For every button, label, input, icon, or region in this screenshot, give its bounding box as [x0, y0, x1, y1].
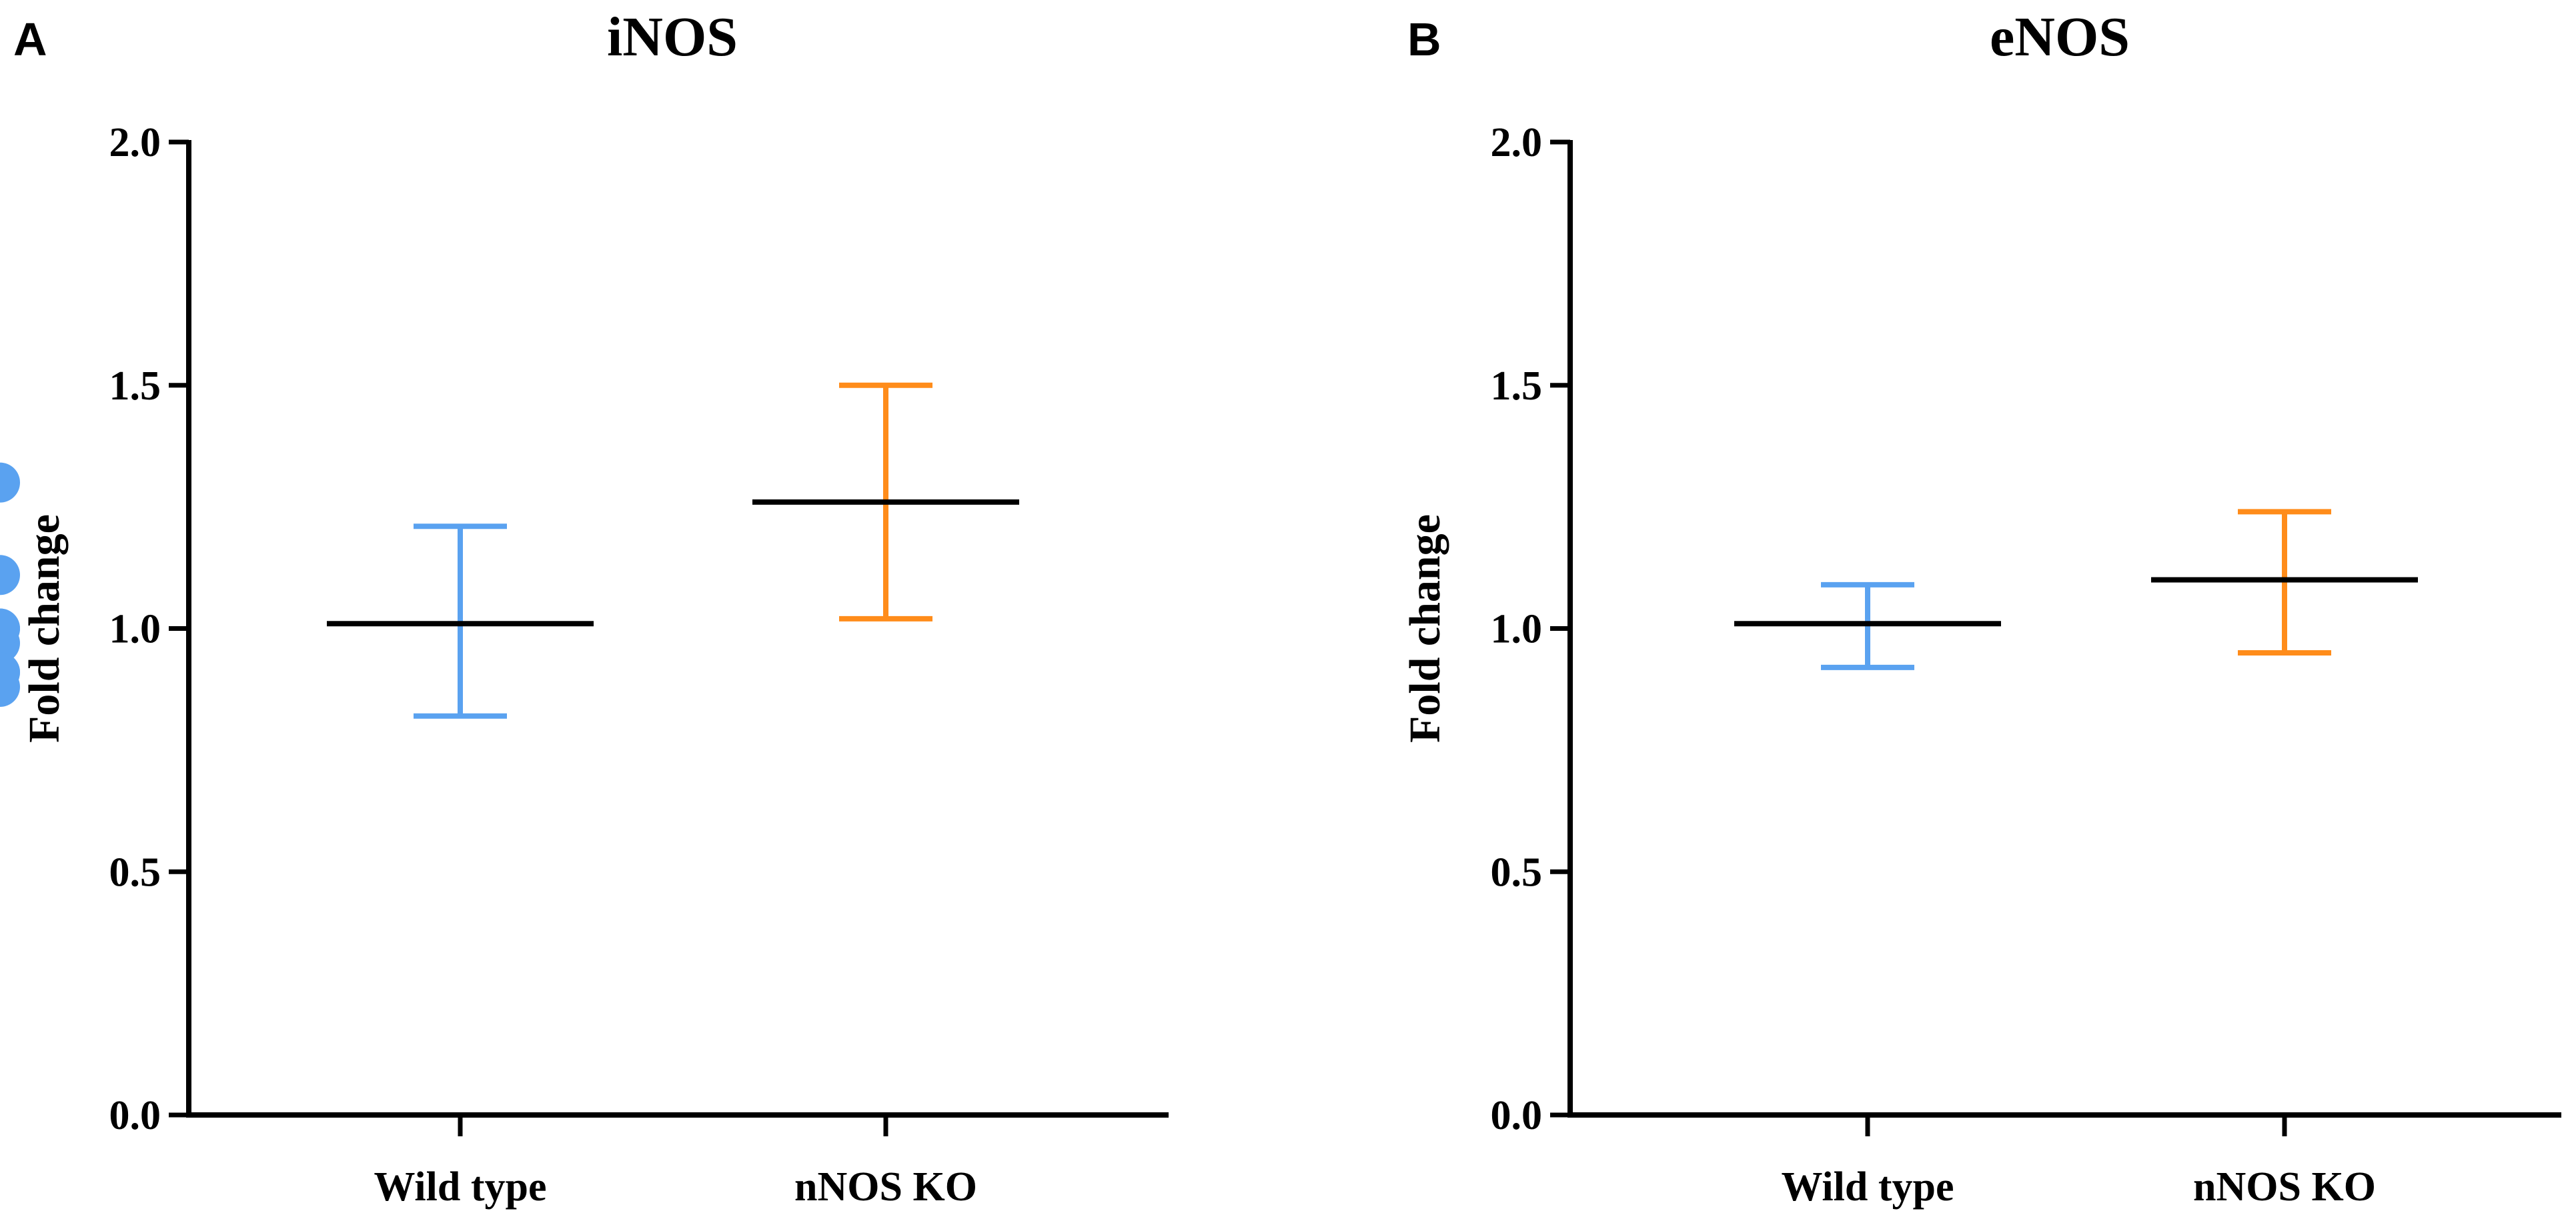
y-axis-title: Fold change — [20, 514, 69, 743]
y-tick-label: 0.0 — [109, 1093, 161, 1138]
y-tick-label: 1.5 — [1491, 363, 1543, 409]
y-tick-label: 0.5 — [109, 850, 161, 895]
x-category-label: Wild type — [374, 1164, 547, 1210]
data-point-circle — [0, 652, 20, 693]
x-category-label: nNOS KO — [2193, 1164, 2376, 1210]
y-tick-label: 1.0 — [109, 607, 161, 652]
panel-letter: B — [1407, 13, 1441, 65]
y-tick-label: 1.0 — [1491, 607, 1543, 652]
y-tick-label: 1.5 — [109, 363, 161, 409]
data-point-circle — [0, 608, 20, 649]
data-point-circle — [0, 462, 20, 503]
chart-title: iNOS — [607, 6, 738, 68]
chart-title: eNOS — [1990, 6, 2130, 68]
x-category-label: Wild type — [1782, 1164, 1954, 1210]
y-tick-label: 2.0 — [109, 120, 161, 165]
y-tick-label: 0.0 — [1491, 1093, 1543, 1138]
y-tick-label: 0.5 — [1491, 850, 1543, 895]
y-axis-title: Fold change — [1401, 514, 1449, 743]
x-category-label: nNOS KO — [794, 1164, 977, 1210]
y-tick-label: 2.0 — [1491, 120, 1543, 165]
panel-letter: A — [13, 13, 47, 65]
data-point-circle — [0, 555, 20, 595]
